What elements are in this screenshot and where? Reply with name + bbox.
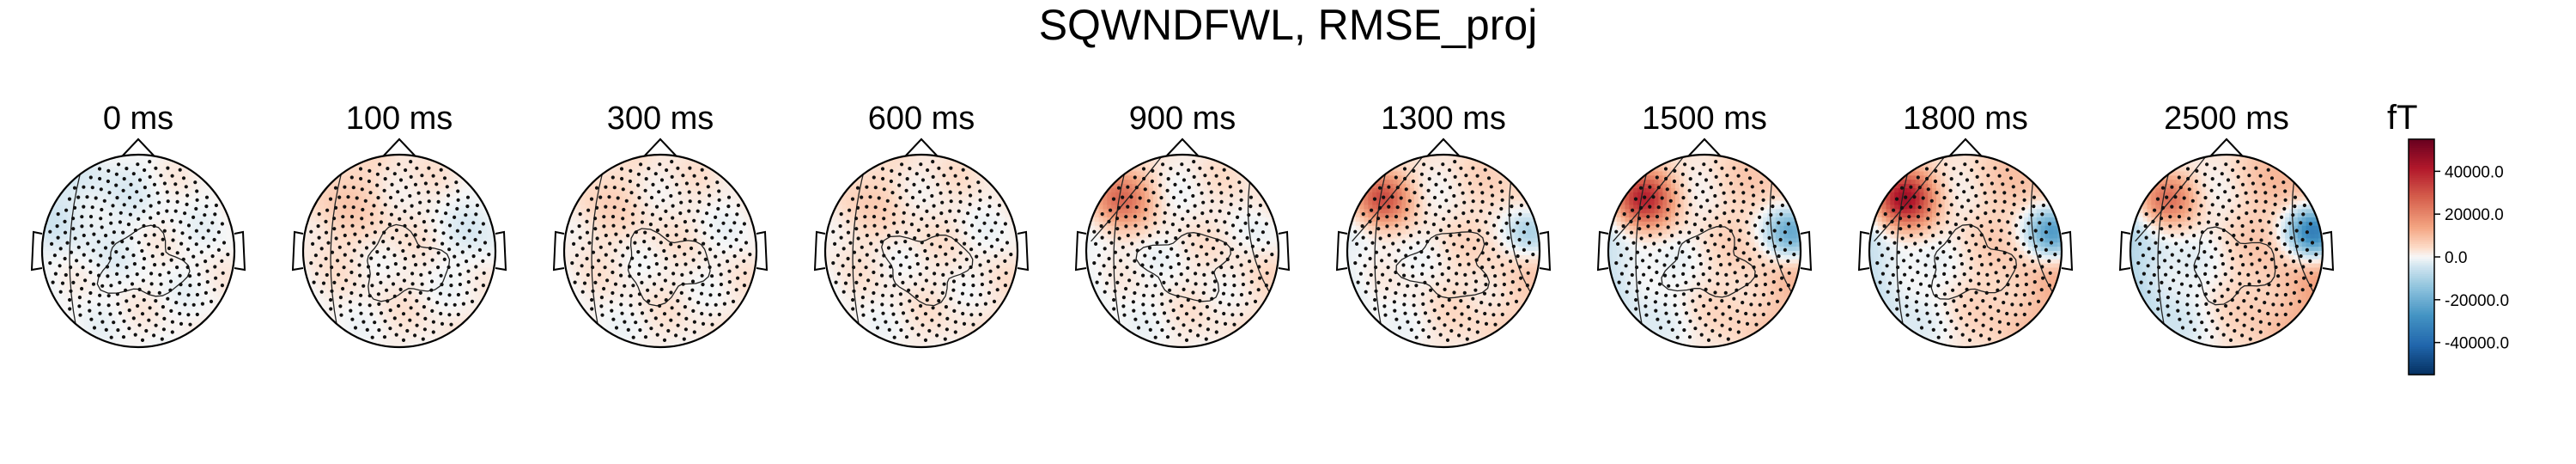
sensor-dots bbox=[48, 160, 230, 342]
right-ear bbox=[2322, 230, 2335, 272]
contour-line bbox=[1874, 155, 1947, 242]
contour-line bbox=[1091, 155, 1164, 242]
colorbar-tick-label: 0.0 bbox=[2445, 249, 2467, 267]
panel-time-label: 100 ms bbox=[346, 101, 453, 137]
sensor-dots bbox=[570, 160, 752, 342]
nose-marker bbox=[905, 137, 938, 156]
left-ear bbox=[552, 230, 565, 272]
left-ear bbox=[2118, 230, 2131, 272]
sensor-dots bbox=[1092, 160, 1274, 342]
contour-line bbox=[2193, 226, 2276, 306]
topomap-field bbox=[303, 155, 495, 347]
panel-time-label: 0 ms bbox=[103, 101, 173, 137]
topomap-panel: 2500 ms bbox=[2118, 101, 2335, 349]
right-ear bbox=[234, 230, 246, 272]
topomap-panels: 0 ms 100 ms 300 ms 600 ms 900 ms 1300 ms 1500 … bbox=[30, 101, 2335, 349]
panel-time-label: 1800 ms bbox=[1903, 101, 2028, 137]
colorbar-tick-label: 20000.0 bbox=[2445, 206, 2504, 224]
topomap-panel: 1800 ms bbox=[1857, 101, 2074, 349]
nose-marker bbox=[1688, 137, 1721, 156]
nose-marker bbox=[122, 137, 155, 156]
sensor-dots bbox=[2136, 160, 2318, 342]
contour-line bbox=[2135, 155, 2208, 242]
right-ear bbox=[756, 230, 769, 272]
nose-marker bbox=[383, 137, 416, 156]
contour-line bbox=[1395, 231, 1491, 299]
contour-line bbox=[1352, 155, 1425, 242]
colorbar-tick-label: -20000.0 bbox=[2445, 292, 2509, 310]
contour-line bbox=[1661, 226, 1756, 298]
panel-time-label: 600 ms bbox=[868, 101, 975, 137]
left-ear bbox=[1335, 230, 1348, 272]
colorbar-tick-label: -40000.0 bbox=[2445, 335, 2509, 353]
chart-title: SQWNDFWL, RMSE_proj bbox=[1039, 1, 1538, 49]
panel-time-label: 1500 ms bbox=[1642, 101, 1767, 137]
sensor-dots bbox=[309, 160, 491, 342]
topomap-panel: 100 ms bbox=[291, 101, 507, 349]
head-outline bbox=[1084, 153, 1280, 349]
topomap-panel: 900 ms bbox=[1074, 101, 1291, 349]
left-ear bbox=[1074, 230, 1087, 272]
right-ear bbox=[1278, 230, 1291, 272]
sensor-dots bbox=[831, 160, 1013, 342]
colorbar: fT 40000.0 20000.0 0.0 -20000.0 -40000.0 bbox=[2387, 99, 2509, 375]
left-ear bbox=[30, 230, 43, 272]
sensor-dots bbox=[1614, 160, 1796, 342]
right-ear bbox=[495, 230, 507, 272]
nose-marker bbox=[644, 137, 677, 156]
nose-marker bbox=[1166, 137, 1199, 156]
panel-time-label: 900 ms bbox=[1129, 101, 1236, 137]
left-ear bbox=[1857, 230, 1870, 272]
left-ear bbox=[1596, 230, 1609, 272]
nose-marker bbox=[2210, 137, 2243, 156]
head-outline bbox=[1607, 153, 1802, 349]
nose-marker bbox=[1949, 137, 1982, 156]
panel-time-label: 300 ms bbox=[607, 101, 714, 137]
head-outline bbox=[301, 153, 497, 349]
left-ear bbox=[813, 230, 826, 272]
topomap-panel: 0 ms bbox=[30, 101, 246, 349]
panel-time-label: 1300 ms bbox=[1381, 101, 1506, 137]
topomap-panel: 300 ms bbox=[552, 101, 769, 349]
topomap-panel: 600 ms bbox=[813, 101, 1030, 349]
head-outline bbox=[1346, 153, 1541, 349]
nose-marker bbox=[1427, 137, 1460, 156]
right-ear bbox=[1800, 230, 1813, 272]
left-ear bbox=[291, 230, 304, 272]
head-outline bbox=[40, 153, 236, 349]
sensor-dots bbox=[1353, 160, 1535, 342]
right-ear bbox=[2061, 230, 2074, 272]
colorbar-tick-label: 40000.0 bbox=[2445, 163, 2504, 181]
topomap-panel: 1500 ms bbox=[1596, 101, 1813, 349]
head-outline bbox=[1868, 153, 2063, 349]
colorbar-unit: fT bbox=[2387, 99, 2418, 137]
head-outline bbox=[562, 153, 758, 349]
topomap-field bbox=[825, 155, 1018, 347]
head-outline bbox=[823, 153, 1019, 349]
right-ear bbox=[1017, 230, 1030, 272]
head-outline bbox=[2129, 153, 2324, 349]
right-ear bbox=[1539, 230, 1552, 272]
topomap-panel: 1300 ms bbox=[1335, 101, 1552, 349]
panel-time-label: 2500 ms bbox=[2164, 101, 2289, 137]
contour-line bbox=[1613, 155, 1686, 242]
sensor-dots bbox=[1875, 160, 2057, 342]
